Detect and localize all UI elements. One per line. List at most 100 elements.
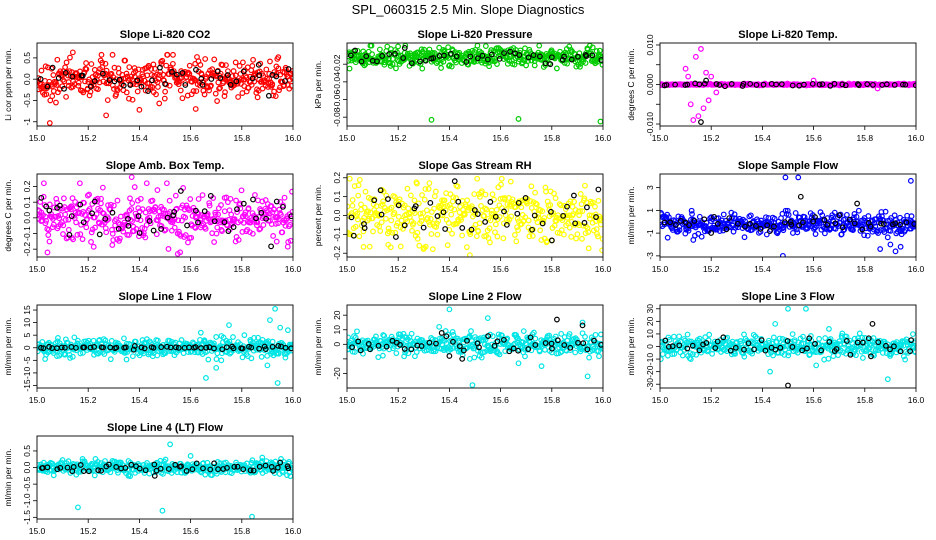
data-point [44,464,51,471]
data-point [522,353,528,360]
data-point [419,192,425,198]
data-point [598,341,603,348]
data-point [184,222,190,229]
data-point [62,69,69,76]
data-point [219,228,225,234]
data-point [164,51,171,58]
data-point [347,175,353,182]
data-point [83,66,90,73]
data-point [95,86,101,93]
data-point [831,209,838,216]
data-point [855,207,862,214]
data-point [409,57,416,64]
data-point [275,65,282,72]
data-point [107,201,114,208]
data-point [173,71,180,78]
data-point [700,105,707,112]
data-point [139,206,146,213]
data-point [386,228,393,235]
data-point [380,188,387,195]
data-point [72,209,79,216]
data-point [213,230,220,237]
x-tick-label: 15.0 [652,133,669,143]
data-point [745,340,752,347]
data-point [508,213,515,220]
data-point [43,203,50,210]
data-point [723,226,730,233]
data-point [539,220,546,227]
data-point [397,331,404,338]
data-point [175,344,182,351]
data-point [528,183,535,190]
x-tick-label: 15.6 [805,133,822,143]
data-point [171,224,178,231]
data-point [804,225,811,232]
data-point [360,243,367,250]
x-tick-label: 15.0 [29,264,46,274]
data-point [42,220,49,227]
data-point [178,463,184,470]
data-point [44,83,51,90]
data-point [433,224,440,230]
x-tick-label: 16.0 [908,395,925,405]
data-point [825,355,832,362]
data-point [558,202,564,209]
data-point [163,62,170,69]
data-point [795,174,802,181]
data-point [102,70,109,77]
series-all [347,43,603,125]
data-point [65,458,72,465]
x-tick-label: 15.6 [805,264,822,274]
panel-3: Slope Li-820 Temp.degrees C per min.15.0… [626,29,925,143]
data-point [856,330,863,337]
data-point [864,81,871,88]
data-point [95,467,102,474]
data-point [884,234,891,241]
data-point [751,346,757,353]
data-point [288,82,293,89]
data-point [554,337,561,344]
data-point [716,82,723,88]
data-point [450,194,457,201]
data-point [780,343,787,350]
data-point [548,208,554,215]
data-point [269,343,276,350]
data-point [775,349,782,356]
panel-title: Slope Line 3 Flow [742,291,835,303]
data-point [592,331,599,338]
data-point [192,106,199,112]
data-point [370,228,376,235]
data-point [456,343,463,350]
data-point [536,53,543,60]
data-point [907,348,913,355]
data-point [99,70,106,77]
data-point [152,204,159,210]
data-point [381,332,388,339]
data-point [279,229,286,236]
data-point [405,205,412,212]
data-point [113,464,120,470]
data-point [88,239,94,245]
data-point [522,346,528,353]
data-point [60,231,66,237]
data-point [584,204,590,211]
data-point [684,331,691,338]
data-point [799,219,806,226]
data-point [533,201,540,208]
y-tick-label: 0.5 [22,445,32,457]
data-point [240,466,247,473]
data-point [708,73,715,80]
data-point [590,227,597,234]
data-point [401,45,408,51]
data-point [696,81,703,88]
data-point [156,100,163,107]
data-point [586,354,592,361]
data-point [211,218,218,225]
data-point [448,63,455,70]
data-point [859,355,866,361]
data-point [96,231,103,238]
data-point [136,230,143,236]
data-point [522,214,529,221]
data-point [273,238,280,245]
